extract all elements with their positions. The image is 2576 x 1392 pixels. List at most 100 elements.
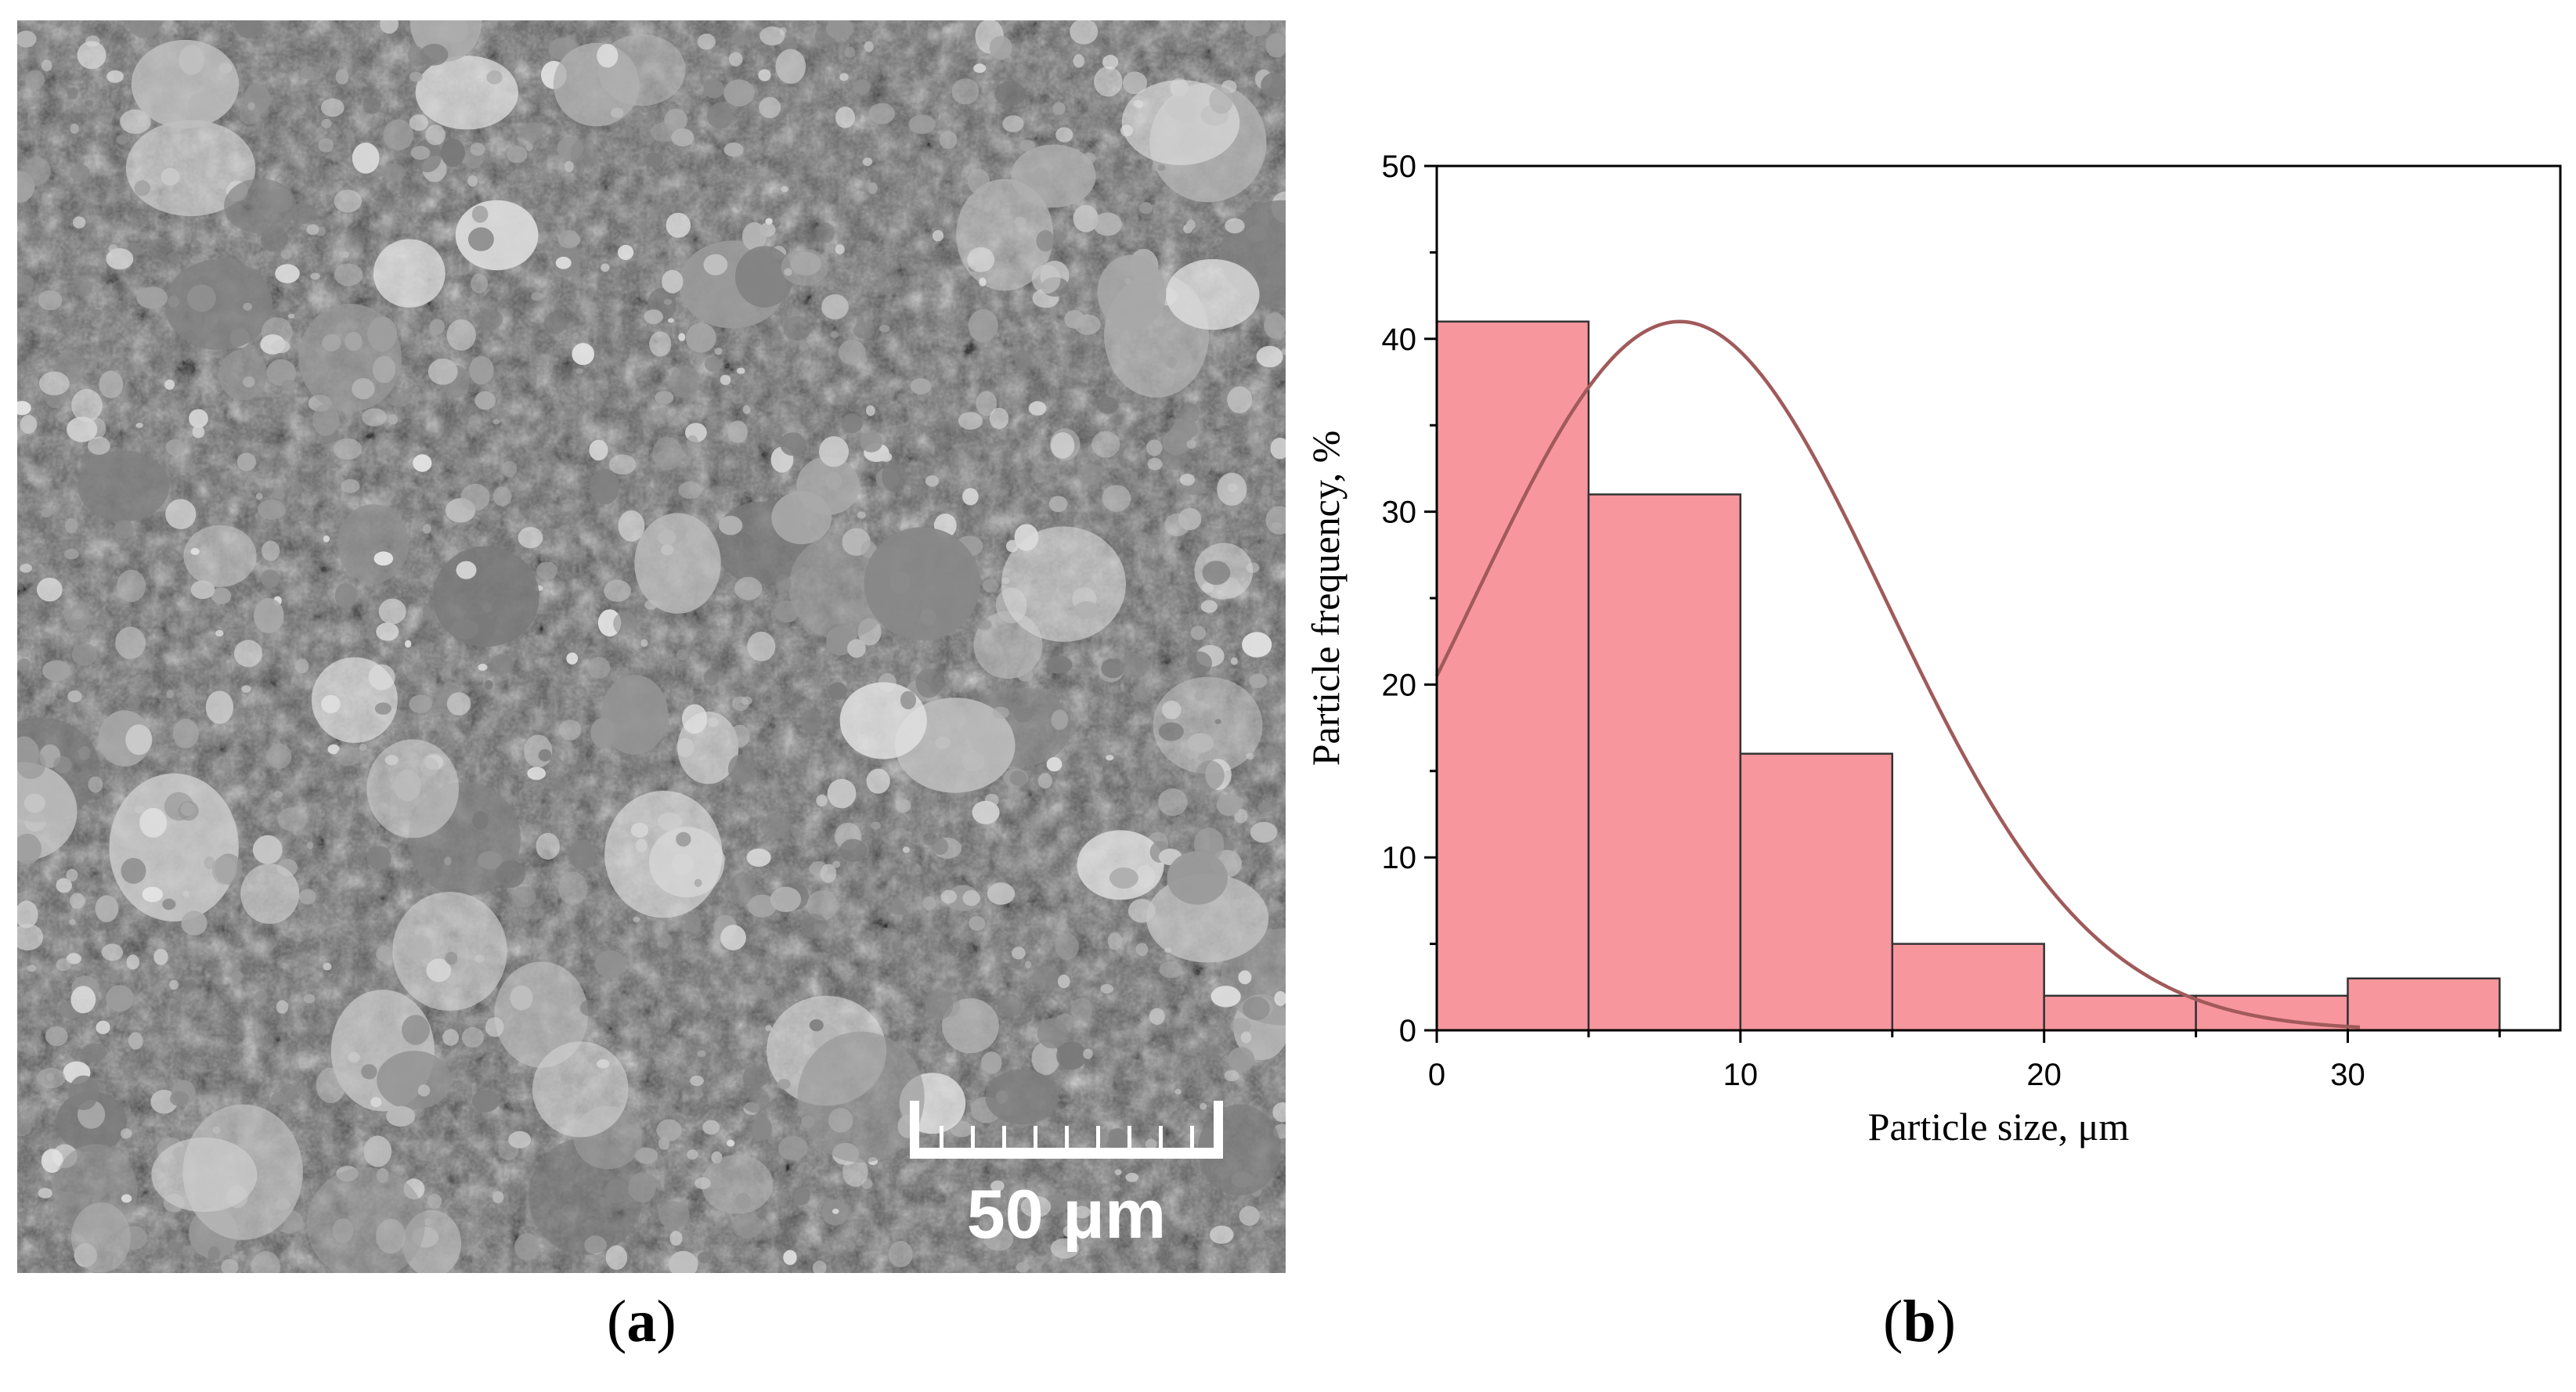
particle bbox=[449, 1071, 456, 1080]
particle bbox=[812, 1260, 827, 1273]
x-tick-label: 0 bbox=[1428, 1058, 1445, 1092]
particle bbox=[415, 56, 518, 130]
particle bbox=[564, 160, 574, 172]
particle bbox=[224, 179, 297, 234]
particle bbox=[73, 276, 92, 297]
particle bbox=[42, 660, 70, 682]
particle bbox=[661, 934, 673, 947]
particle bbox=[1001, 526, 1126, 642]
particle bbox=[95, 895, 119, 922]
particle bbox=[983, 579, 999, 593]
particle bbox=[1194, 690, 1206, 701]
particle bbox=[868, 103, 895, 124]
particle bbox=[866, 405, 875, 417]
x-tick-label: 30 bbox=[2330, 1058, 2365, 1092]
particle bbox=[1056, 1041, 1087, 1070]
particle bbox=[842, 1157, 868, 1187]
particle bbox=[809, 1019, 824, 1032]
particle bbox=[737, 367, 745, 374]
particle bbox=[669, 365, 701, 398]
particle bbox=[467, 227, 494, 251]
particle bbox=[310, 272, 320, 280]
particle bbox=[1162, 700, 1182, 719]
particle bbox=[650, 122, 677, 142]
particle bbox=[181, 911, 207, 936]
particle bbox=[667, 318, 675, 323]
particle bbox=[1240, 1031, 1252, 1044]
particle bbox=[1272, 1102, 1286, 1123]
y-axis-label: Particle frequency, % bbox=[1304, 431, 1348, 766]
particle bbox=[1281, 348, 1286, 355]
particle bbox=[1261, 73, 1286, 98]
particle bbox=[1230, 657, 1238, 665]
particle bbox=[376, 945, 394, 962]
particle bbox=[135, 423, 143, 428]
particle bbox=[1216, 794, 1241, 817]
particle bbox=[142, 886, 163, 903]
particle bbox=[69, 918, 76, 925]
particle bbox=[373, 239, 446, 308]
particle bbox=[1234, 809, 1248, 824]
particle bbox=[792, 1186, 810, 1206]
particle bbox=[455, 200, 539, 271]
scale-tick bbox=[1190, 1126, 1194, 1149]
particle bbox=[718, 515, 743, 536]
particle bbox=[413, 454, 432, 472]
particle bbox=[518, 527, 543, 549]
y-tick-label: 30 bbox=[1382, 496, 1417, 530]
particle bbox=[864, 527, 980, 640]
particle bbox=[492, 1191, 504, 1203]
particle bbox=[781, 186, 789, 193]
particle bbox=[311, 657, 398, 743]
particle bbox=[656, 1119, 682, 1141]
scale-bar-label: 50 μm bbox=[967, 1175, 1166, 1253]
particle bbox=[1101, 658, 1124, 679]
particle bbox=[1202, 561, 1231, 585]
particle bbox=[555, 256, 572, 269]
particle bbox=[697, 33, 716, 50]
particle bbox=[1158, 722, 1184, 741]
particle bbox=[440, 138, 465, 168]
particle bbox=[618, 244, 634, 261]
particle bbox=[839, 838, 868, 862]
particle bbox=[860, 431, 883, 453]
particle bbox=[1052, 102, 1066, 115]
particle bbox=[908, 114, 936, 134]
particle bbox=[478, 663, 488, 671]
particle bbox=[386, 1105, 416, 1127]
particle bbox=[20, 414, 38, 435]
particle bbox=[221, 1259, 239, 1273]
particle bbox=[570, 138, 598, 168]
particle bbox=[780, 39, 798, 52]
particle bbox=[1153, 676, 1263, 774]
particle bbox=[207, 1246, 221, 1261]
particle bbox=[1002, 115, 1024, 132]
particle bbox=[121, 1128, 132, 1139]
particle bbox=[318, 138, 334, 153]
particle bbox=[489, 654, 514, 675]
particle bbox=[895, 799, 911, 813]
particle bbox=[525, 142, 533, 151]
particle bbox=[1227, 386, 1253, 413]
particle bbox=[81, 1043, 106, 1062]
particle bbox=[682, 704, 708, 734]
particle bbox=[1019, 139, 1035, 152]
particle bbox=[605, 1245, 628, 1271]
particle bbox=[842, 413, 863, 434]
particle bbox=[512, 886, 536, 907]
particle bbox=[474, 308, 503, 330]
particle bbox=[1017, 668, 1034, 682]
particle bbox=[1239, 1206, 1260, 1226]
particle bbox=[879, 452, 893, 462]
particle bbox=[231, 970, 244, 983]
particle bbox=[933, 838, 948, 855]
particle bbox=[1082, 342, 1091, 354]
particle bbox=[276, 1000, 289, 1014]
particle bbox=[262, 540, 280, 561]
particle bbox=[662, 269, 684, 294]
particle bbox=[136, 287, 168, 309]
particle bbox=[172, 718, 199, 748]
particle bbox=[1228, 668, 1236, 675]
particle bbox=[352, 378, 375, 399]
particle bbox=[765, 1025, 772, 1032]
